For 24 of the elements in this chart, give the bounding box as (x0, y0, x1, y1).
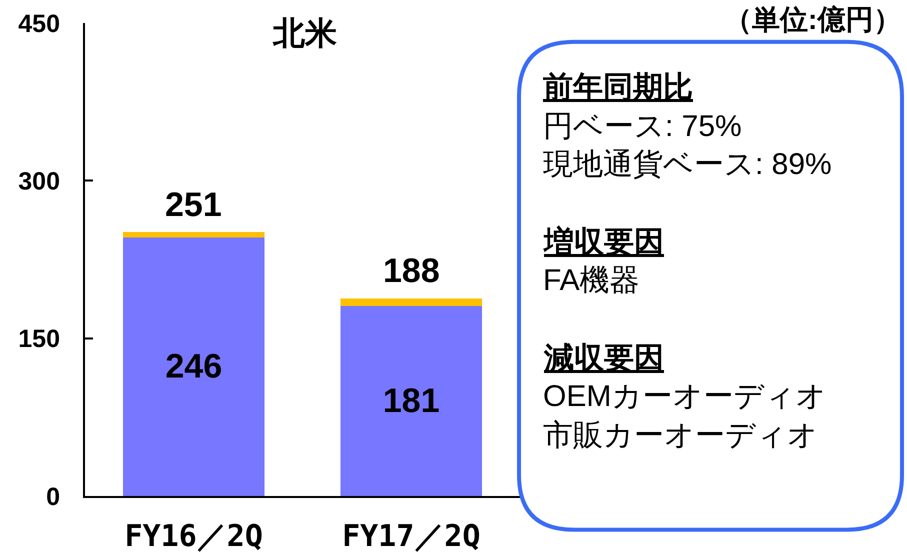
text: FA機器 (543, 264, 640, 297)
text: 現地通貨ベース: 89% (543, 148, 832, 181)
y-tick-label: 0 (46, 482, 60, 511)
text: 市販カーオーディオ (543, 419, 818, 452)
y-tick-label: 450 (18, 10, 60, 38)
data-label: 181 (382, 382, 440, 420)
text: 増収要因 (543, 225, 664, 259)
bar (123, 237, 264, 496)
text: 前年同期比 (543, 71, 693, 104)
text: OEMカーオーディオ (543, 380, 826, 413)
bar (340, 306, 482, 496)
text: 円ベース: 75% (543, 110, 742, 143)
total-label: 251 (165, 186, 222, 224)
chart-title: 北米 (272, 15, 337, 52)
bar (340, 298, 482, 306)
total-label: 188 (383, 252, 440, 290)
text: 減収要因 (543, 342, 664, 375)
x-tick-label: FY17／2Q (342, 519, 480, 554)
y-tick-label: 300 (18, 167, 60, 196)
x-tick-label: FY16／2Q (124, 519, 263, 554)
bar (123, 232, 264, 238)
y-tick-label: 150 (18, 325, 60, 354)
text: （単位:億円） (724, 4, 902, 35)
data-label: 246 (165, 348, 222, 386)
